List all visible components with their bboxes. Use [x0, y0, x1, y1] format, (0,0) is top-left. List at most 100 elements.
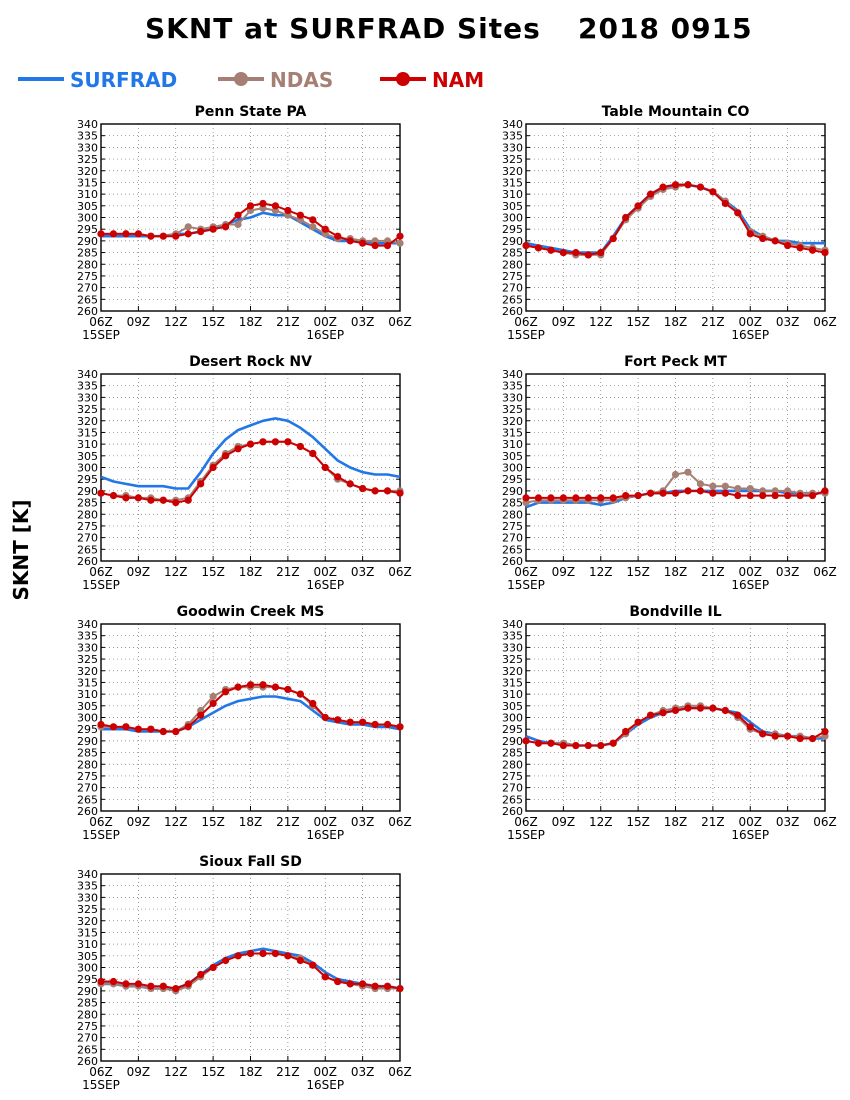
- y-tick-label: 325: [502, 653, 523, 666]
- y-tick-label: 320: [502, 165, 523, 178]
- y-tick-label: 300: [77, 712, 98, 725]
- x-tick-label: 18Z: [664, 565, 688, 579]
- y-tick-label: 280: [77, 758, 98, 771]
- x-tick-label: 21Z: [701, 815, 725, 829]
- data-point: [547, 494, 555, 502]
- x-tick-label: 06Z: [89, 1065, 113, 1079]
- data-point: [684, 181, 692, 189]
- y-tick-label: 310: [77, 188, 98, 201]
- data-point: [734, 209, 742, 217]
- data-point: [522, 241, 530, 250]
- y-tick-label: 290: [502, 485, 523, 498]
- data-point: [346, 718, 354, 726]
- data-point: [821, 487, 829, 495]
- data-point: [197, 711, 205, 719]
- data-point: [309, 449, 317, 458]
- data-point: [771, 237, 779, 245]
- y-tick-label: 340: [77, 618, 98, 631]
- data-point: [709, 188, 717, 196]
- series-surfrad: [101, 695, 401, 733]
- y-tick-label: 290: [77, 735, 98, 748]
- y-tick-label: 330: [77, 891, 98, 904]
- y-tick-label: 330: [502, 641, 523, 654]
- data-point: [309, 223, 317, 231]
- data-point: [359, 718, 367, 726]
- data-point: [109, 491, 118, 500]
- x-date-label: 15SEP: [82, 328, 120, 342]
- data-point: [172, 727, 180, 736]
- y-tick-label: 300: [77, 462, 98, 475]
- data-point: [259, 199, 267, 208]
- x-date-label: 16SEP: [306, 828, 344, 842]
- data-point: [359, 980, 367, 988]
- y-tick-label: 325: [77, 153, 98, 166]
- data-point: [383, 982, 392, 990]
- y-tick-label: 295: [502, 473, 523, 486]
- data-point: [134, 230, 142, 238]
- data-point: [246, 440, 255, 448]
- data-point: [134, 494, 142, 502]
- data-point: [209, 463, 217, 472]
- data-point: [334, 716, 342, 724]
- y-tick-label: 335: [502, 130, 523, 143]
- x-tick-label: 03Z: [776, 315, 800, 329]
- y-tick-label: 260: [77, 305, 98, 318]
- data-point: [709, 482, 717, 490]
- y-tick-label: 305: [77, 950, 98, 963]
- data-point: [396, 489, 404, 497]
- y-tick-label: 325: [77, 653, 98, 666]
- data-point: [684, 468, 692, 476]
- x-tick-label: 21Z: [701, 565, 725, 579]
- data-point: [808, 246, 817, 254]
- data-point: [721, 482, 729, 490]
- y-tick-label: 315: [77, 926, 98, 939]
- y-tick-label: 260: [502, 555, 523, 568]
- series-nam: [97, 681, 404, 736]
- data-point: [709, 704, 717, 712]
- data-point: [622, 213, 630, 222]
- y-tick-label: 270: [77, 282, 98, 295]
- y-tick-label: 315: [77, 176, 98, 189]
- data-point: [97, 230, 105, 238]
- y-tick-label: 315: [77, 426, 98, 439]
- y-tick-label: 265: [77, 793, 98, 806]
- data-point: [821, 727, 829, 736]
- data-point: [209, 699, 217, 708]
- data-point: [147, 232, 155, 240]
- y-tick-label: 275: [502, 270, 523, 283]
- data-point: [159, 232, 167, 240]
- legend-label: NAM: [432, 68, 484, 92]
- data-point: [721, 706, 729, 715]
- x-tick-label: 18Z: [239, 815, 263, 829]
- x-tick-label: 12Z: [589, 315, 613, 329]
- y-tick-label: 310: [502, 438, 523, 451]
- data-point: [209, 225, 217, 233]
- data-point: [784, 491, 792, 500]
- series-line: [101, 695, 401, 733]
- series-surfrad: [100, 417, 401, 490]
- data-point: [271, 683, 280, 691]
- data-point: [396, 723, 404, 731]
- data-point: [122, 230, 130, 238]
- y-tick-label: 340: [77, 368, 98, 381]
- data-point: [321, 463, 329, 472]
- title-text: SKNT at SURFRAD Sites: [145, 12, 541, 45]
- data-point: [246, 949, 255, 958]
- y-tick-label: 310: [502, 688, 523, 701]
- data-point: [184, 980, 192, 988]
- data-point: [359, 239, 367, 247]
- data-point: [646, 489, 655, 497]
- x-tick-label: 12Z: [164, 1065, 188, 1079]
- panel-title: Desert Rock NV: [189, 354, 312, 370]
- y-tick-label: 285: [502, 247, 523, 260]
- data-point: [309, 961, 317, 969]
- data-point: [784, 241, 792, 250]
- panel-title: Sioux Fall SD: [199, 854, 302, 870]
- data-point: [122, 723, 130, 731]
- x-tick-label: 06Z: [813, 565, 837, 579]
- data-point: [334, 232, 342, 240]
- series-nam: [522, 704, 829, 750]
- data-point: [634, 718, 642, 726]
- data-point: [371, 487, 379, 495]
